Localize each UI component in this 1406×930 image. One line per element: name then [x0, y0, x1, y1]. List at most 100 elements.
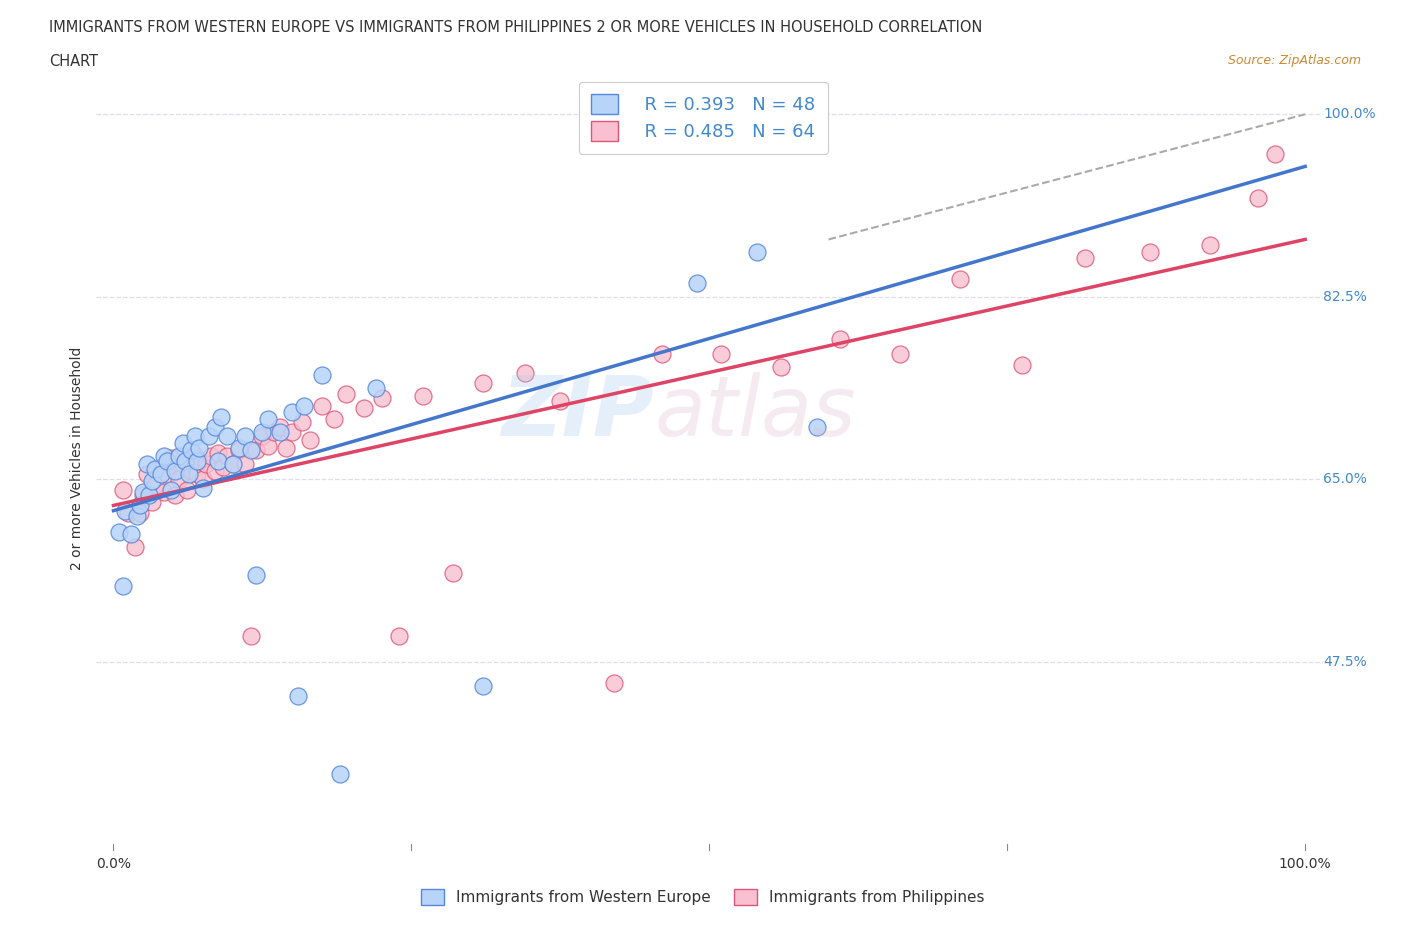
Point: [233, 428, 256, 443]
Point: [200, 449, 222, 464]
Point: [889, 347, 911, 362]
Point: [513, 365, 536, 380]
Point: [127, 509, 149, 524]
Point: [228, 441, 250, 456]
Point: [128, 505, 150, 520]
Point: [128, 498, 150, 512]
Text: 82.5%: 82.5%: [1323, 290, 1367, 304]
Point: [180, 443, 202, 458]
Point: [228, 443, 250, 458]
Point: [172, 435, 194, 450]
Point: [281, 425, 304, 440]
Point: [269, 419, 291, 434]
Point: [132, 485, 155, 499]
Text: atlas: atlas: [654, 372, 856, 453]
Point: [156, 453, 179, 468]
Point: [148, 461, 170, 476]
Point: [152, 449, 174, 464]
Point: [1139, 245, 1161, 259]
Point: [141, 495, 163, 510]
Point: [186, 467, 208, 482]
Y-axis label: 2 or more Vehicles in Household: 2 or more Vehicles in Household: [70, 347, 84, 570]
Text: 100.0%: 100.0%: [1323, 107, 1375, 121]
Point: [948, 272, 970, 286]
Point: [1246, 191, 1268, 206]
Point: [299, 432, 322, 447]
Point: [186, 453, 208, 468]
Point: [198, 428, 221, 443]
Point: [471, 376, 494, 391]
Point: [257, 411, 280, 426]
Point: [239, 443, 262, 458]
Point: [135, 457, 157, 472]
Point: [252, 425, 274, 440]
Point: [143, 461, 166, 476]
Point: [806, 419, 828, 434]
Point: [252, 428, 274, 443]
Point: [156, 467, 179, 482]
Point: [117, 505, 139, 520]
Text: 47.5%: 47.5%: [1323, 655, 1367, 669]
Point: [710, 347, 733, 362]
Point: [159, 451, 181, 466]
Point: [204, 463, 226, 478]
Point: [120, 526, 142, 541]
Text: Source: ZipAtlas.com: Source: ZipAtlas.com: [1227, 54, 1361, 67]
Point: [188, 441, 211, 456]
Point: [141, 474, 163, 489]
Point: [174, 453, 197, 468]
Point: [281, 405, 304, 419]
Point: [177, 467, 200, 482]
Point: [165, 463, 187, 478]
Point: [159, 483, 181, 498]
Text: IMMIGRANTS FROM WESTERN EUROPE VS IMMIGRANTS FROM PHILIPPINES 2 OR MORE VEHICLES: IMMIGRANTS FROM WESTERN EUROPE VS IMMIGR…: [49, 20, 983, 35]
Text: 100.0%: 100.0%: [1279, 857, 1331, 871]
Point: [686, 276, 709, 291]
Point: [311, 399, 333, 414]
Text: CHART: CHART: [49, 54, 98, 69]
Point: [245, 443, 267, 458]
Point: [292, 399, 315, 414]
Point: [353, 401, 375, 416]
Point: [167, 472, 190, 486]
Point: [287, 689, 309, 704]
Point: [172, 457, 194, 472]
Point: [651, 347, 673, 362]
Point: [135, 467, 157, 482]
Point: [209, 409, 232, 424]
Point: [111, 578, 134, 593]
Point: [132, 487, 155, 502]
Point: [215, 428, 238, 443]
Point: [111, 483, 134, 498]
Point: [257, 439, 280, 454]
Point: [143, 477, 166, 492]
Point: [180, 463, 202, 478]
Point: [550, 393, 572, 408]
Point: [269, 425, 291, 440]
Point: [188, 453, 211, 468]
Legend:   R = 0.393   N = 48,   R = 0.485   N = 64: R = 0.393 N = 48, R = 0.485 N = 64: [579, 82, 828, 153]
Point: [830, 331, 852, 346]
Point: [412, 389, 434, 404]
Point: [769, 359, 792, 374]
Point: [263, 425, 285, 440]
Point: [176, 483, 198, 498]
Point: [152, 485, 174, 499]
Point: [165, 487, 187, 502]
Point: [603, 675, 626, 690]
Point: [471, 679, 494, 694]
Point: [167, 449, 190, 464]
Point: [239, 629, 262, 644]
Point: [364, 380, 387, 395]
Point: [183, 449, 205, 464]
Point: [207, 453, 229, 468]
Text: 0.0%: 0.0%: [96, 857, 131, 871]
Point: [221, 457, 243, 472]
Point: [138, 487, 160, 502]
Point: [215, 449, 238, 464]
Point: [195, 457, 218, 472]
Point: [124, 539, 146, 554]
Point: [150, 467, 173, 482]
Point: [233, 457, 256, 472]
Point: [335, 386, 357, 401]
